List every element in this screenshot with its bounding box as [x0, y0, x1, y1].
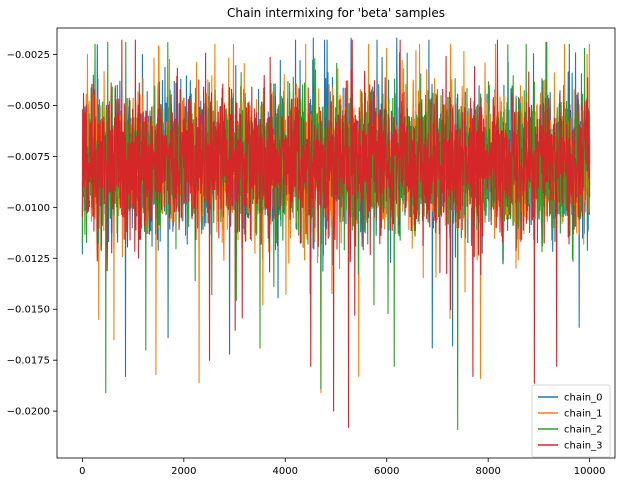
y-tick-label: −0.0075: [7, 152, 50, 163]
legend-label-chain_3: chain_3: [564, 441, 602, 452]
axes-frame: [56, 27, 616, 459]
x-tick-label: 10000: [574, 466, 606, 477]
y-tick-label: −0.0175: [7, 356, 50, 367]
legend: chain_0 chain_1 chain_2 chain_3: [531, 384, 611, 458]
x-tick-label: 6000: [374, 466, 399, 477]
y-axis: −0.0025 −0.0050 −0.0075 −0.0100 −0.0125 −0.01…: [7, 50, 57, 418]
y-tick-label: −0.0050: [7, 101, 50, 112]
x-axis: 0 2000 4000 6000 8000 10000: [79, 458, 606, 477]
y-tick-label: −0.0150: [7, 305, 50, 316]
series-line-chain_3: [81, 39, 591, 428]
x-tick-label: 0: [79, 466, 85, 477]
chart-title: Chain intermixing for 'beta' samples: [227, 6, 445, 20]
series-layer: [81, 37, 591, 431]
y-tick-label: −0.0100: [7, 203, 50, 214]
y-tick-label: −0.0200: [7, 407, 50, 418]
legend-label-chain_1: chain_1: [564, 409, 602, 420]
legend-label-chain_0: chain_0: [564, 393, 602, 404]
legend-box: [531, 384, 611, 458]
legend-label-chain_2: chain_2: [564, 425, 602, 436]
y-tick-label: −0.0125: [7, 254, 50, 265]
x-tick-label: 8000: [475, 466, 500, 477]
y-tick-label: −0.0025: [7, 50, 50, 61]
x-tick-label: 2000: [171, 466, 196, 477]
x-tick-label: 4000: [273, 466, 298, 477]
